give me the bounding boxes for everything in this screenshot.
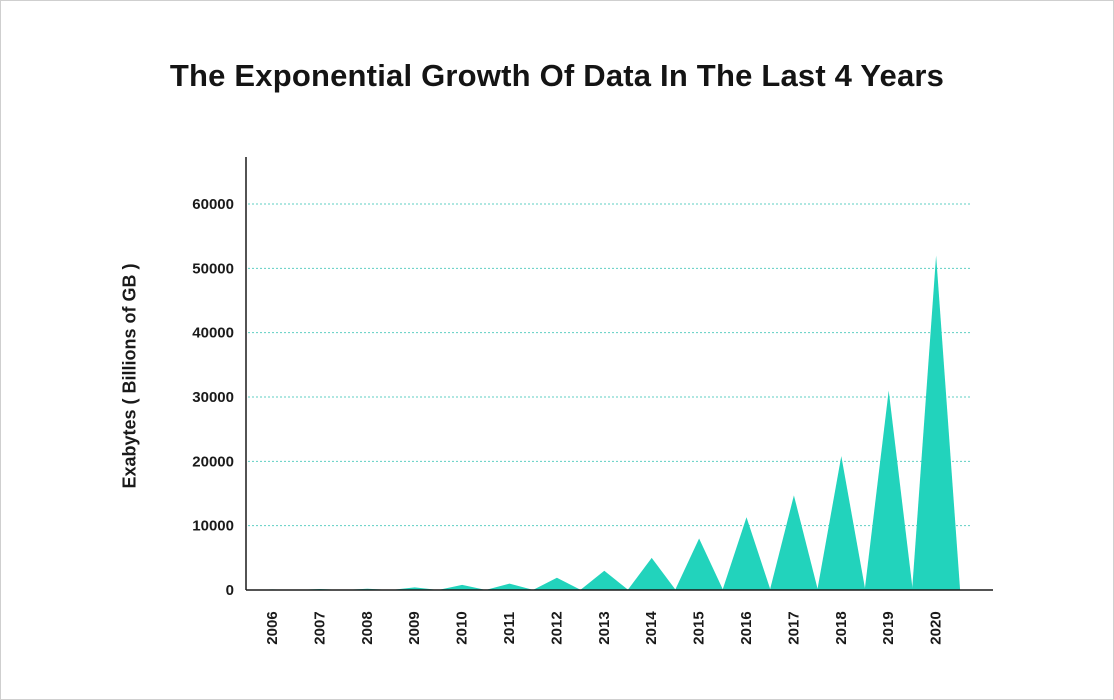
x-tick-label: 2016 [738,611,755,644]
x-tick-label: 2019 [880,611,897,644]
y-tick-labels: 0 10000 20000 30000 40000 50000 60000 [192,196,234,599]
y-tick-label: 30000 [192,389,234,406]
x-tick-label: 2012 [548,611,565,644]
x-tick-label: 2009 [406,611,423,644]
peak-2012 [532,577,581,590]
peak-2020 [912,255,961,590]
x-tick-label: 2010 [454,611,471,644]
peak-2016 [722,517,771,590]
peak-2011 [485,583,534,590]
peak-2014 [627,557,676,590]
data-peaks [248,255,961,590]
peak-2017 [769,495,818,590]
axes [245,157,993,591]
x-tick-label: 2018 [833,611,850,644]
x-tick-label: 2015 [691,611,708,644]
y-tick-label: 20000 [192,453,234,470]
y-tick-label: 40000 [192,325,234,342]
peak-2013 [580,570,629,590]
x-tick-label: 2014 [643,611,660,645]
x-tick-label: 2007 [311,611,328,644]
x-tick-label: 2013 [596,611,613,644]
y-tick-label: 60000 [192,196,234,213]
x-tick-label: 2017 [785,611,802,644]
y-tick-label: 50000 [192,260,234,277]
y-tick-label: 0 [226,582,234,599]
grid-lines [248,203,972,527]
peak-2015 [675,538,724,590]
peak-2018 [817,456,866,590]
x-tick-labels: 2006 2007 2008 2009 2010 2011 2012 2013 2014 2015… [264,611,945,645]
peak-2019 [864,390,913,590]
peak-2010 [438,584,487,590]
x-tick-label: 2020 [928,611,945,644]
chart-title: The Exponential Growth Of Data In The La… [169,58,945,93]
x-tick-label: 2008 [359,611,376,644]
x-tick-label: 2006 [264,611,281,644]
y-tick-label: 10000 [192,518,234,535]
x-tick-label: 2011 [501,612,518,645]
